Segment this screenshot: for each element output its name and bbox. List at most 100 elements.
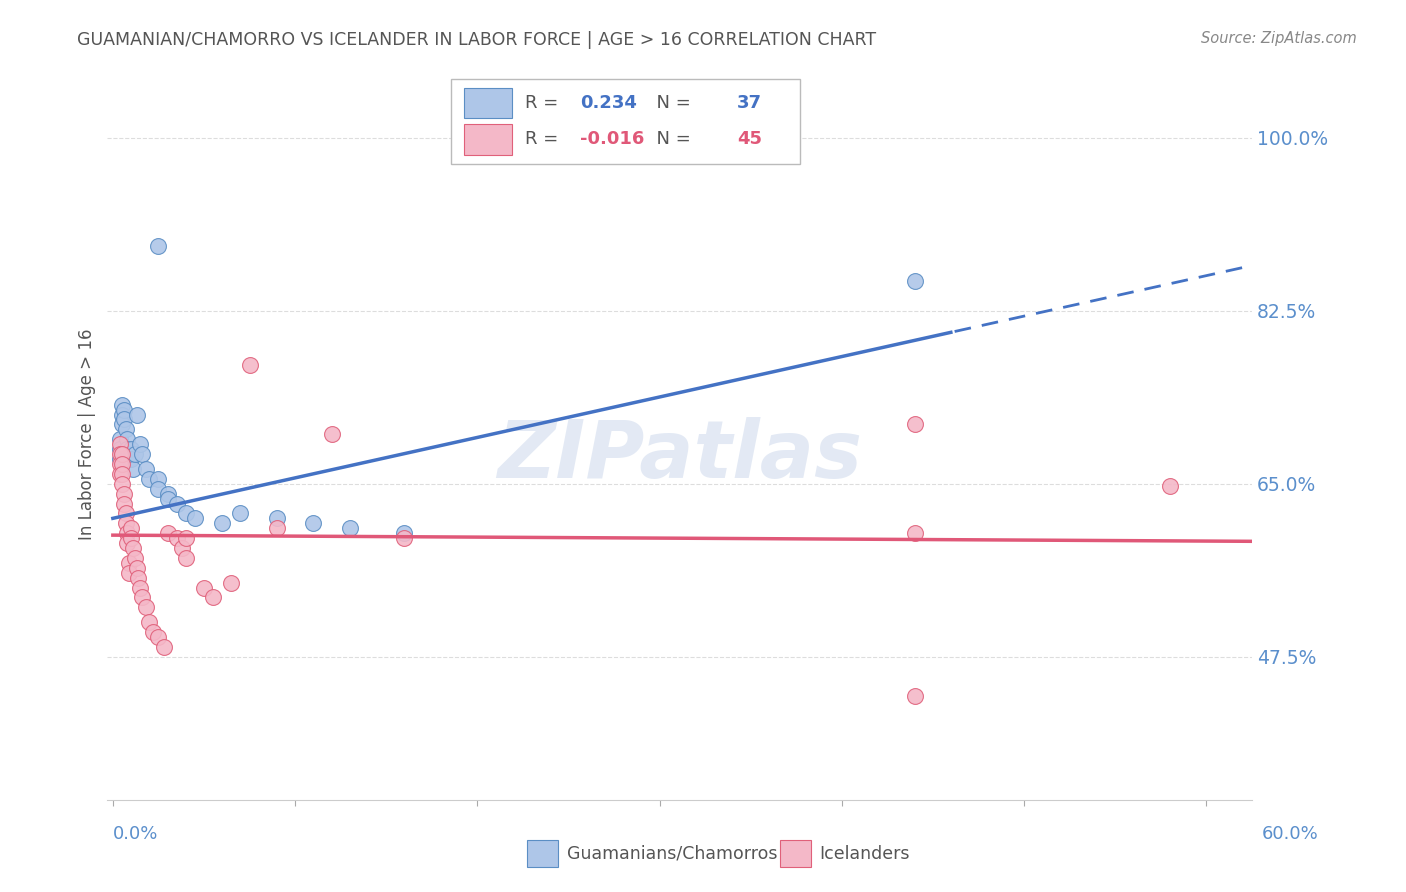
Point xyxy=(125,561,148,575)
Point xyxy=(156,491,179,506)
Point xyxy=(120,442,142,457)
FancyBboxPatch shape xyxy=(451,79,800,163)
Point xyxy=(117,536,139,550)
Point xyxy=(124,550,146,565)
Point xyxy=(166,496,188,510)
Text: GUAMANIAN/CHAMORRO VS ICELANDER IN LABOR FORCE | AGE > 16 CORRELATION CHART: GUAMANIAN/CHAMORRO VS ICELANDER IN LABOR… xyxy=(77,31,876,49)
Point xyxy=(111,408,134,422)
Point xyxy=(202,591,225,605)
Point xyxy=(138,615,160,629)
Point xyxy=(394,526,416,541)
Point xyxy=(904,417,927,432)
Point xyxy=(148,630,170,644)
Text: Guamanians/Chamorros: Guamanians/Chamorros xyxy=(567,845,778,863)
Point xyxy=(129,581,152,595)
Point xyxy=(117,432,139,446)
Text: 60.0%: 60.0% xyxy=(1263,825,1319,843)
Point xyxy=(339,521,361,535)
Point xyxy=(108,442,131,457)
Point xyxy=(118,452,141,467)
Point xyxy=(148,239,170,253)
Point xyxy=(1159,479,1181,493)
Point xyxy=(211,516,233,531)
Text: -0.016: -0.016 xyxy=(581,130,644,148)
Point xyxy=(108,452,131,467)
Point xyxy=(108,467,131,481)
FancyBboxPatch shape xyxy=(780,840,811,867)
Point xyxy=(266,521,288,535)
Point xyxy=(117,442,139,457)
Point xyxy=(108,447,131,461)
Point xyxy=(266,511,288,525)
Point xyxy=(174,507,197,521)
FancyBboxPatch shape xyxy=(464,124,512,155)
Point xyxy=(112,496,135,510)
Point xyxy=(108,437,131,451)
Point xyxy=(221,575,243,590)
Text: Source: ZipAtlas.com: Source: ZipAtlas.com xyxy=(1201,31,1357,46)
Point xyxy=(129,437,152,451)
Point xyxy=(904,690,927,704)
Point xyxy=(111,447,134,461)
Text: N =: N = xyxy=(645,94,697,112)
Y-axis label: In Labor Force | Age > 16: In Labor Force | Age > 16 xyxy=(79,328,96,540)
Point xyxy=(131,447,153,461)
Point xyxy=(904,274,927,288)
Point xyxy=(111,457,134,471)
Point xyxy=(122,541,145,555)
Text: 45: 45 xyxy=(737,130,762,148)
Point xyxy=(138,472,160,486)
Point xyxy=(142,625,165,640)
Point xyxy=(111,476,134,491)
Point xyxy=(114,516,136,531)
Point xyxy=(124,447,146,461)
Text: 37: 37 xyxy=(737,94,762,112)
Text: R =: R = xyxy=(524,130,564,148)
Point xyxy=(131,591,153,605)
Text: 0.234: 0.234 xyxy=(581,94,637,112)
Text: Icelanders: Icelanders xyxy=(820,845,910,863)
Point xyxy=(125,408,148,422)
Point xyxy=(153,640,176,654)
Point xyxy=(135,600,157,615)
Point xyxy=(111,447,134,461)
Point xyxy=(904,526,927,541)
Point xyxy=(117,526,139,541)
Point xyxy=(111,398,134,412)
Point xyxy=(120,521,142,535)
Text: N =: N = xyxy=(645,130,697,148)
Point xyxy=(172,541,194,555)
FancyBboxPatch shape xyxy=(464,87,512,119)
Point xyxy=(156,486,179,500)
Point xyxy=(148,482,170,496)
Point xyxy=(112,486,135,500)
Point xyxy=(166,531,188,545)
Point xyxy=(238,358,260,372)
Point xyxy=(114,507,136,521)
Point xyxy=(394,531,416,545)
Point xyxy=(302,516,325,531)
Point xyxy=(127,571,149,585)
Point xyxy=(135,462,157,476)
Point xyxy=(174,531,197,545)
Text: 0.0%: 0.0% xyxy=(112,825,157,843)
Point xyxy=(229,507,252,521)
Point xyxy=(321,427,343,442)
Point xyxy=(114,422,136,436)
Point xyxy=(108,457,131,471)
Point xyxy=(111,417,134,432)
Point xyxy=(193,581,215,595)
Point xyxy=(118,566,141,580)
Point xyxy=(174,550,197,565)
FancyBboxPatch shape xyxy=(527,840,558,867)
Point xyxy=(112,412,135,426)
Text: ZIPatlas: ZIPatlas xyxy=(498,417,862,495)
Point xyxy=(120,531,142,545)
Point xyxy=(111,467,134,481)
Point xyxy=(184,511,207,525)
Point xyxy=(112,402,135,417)
Point xyxy=(122,462,145,476)
Point xyxy=(108,432,131,446)
Point xyxy=(120,452,142,467)
Point xyxy=(118,556,141,570)
